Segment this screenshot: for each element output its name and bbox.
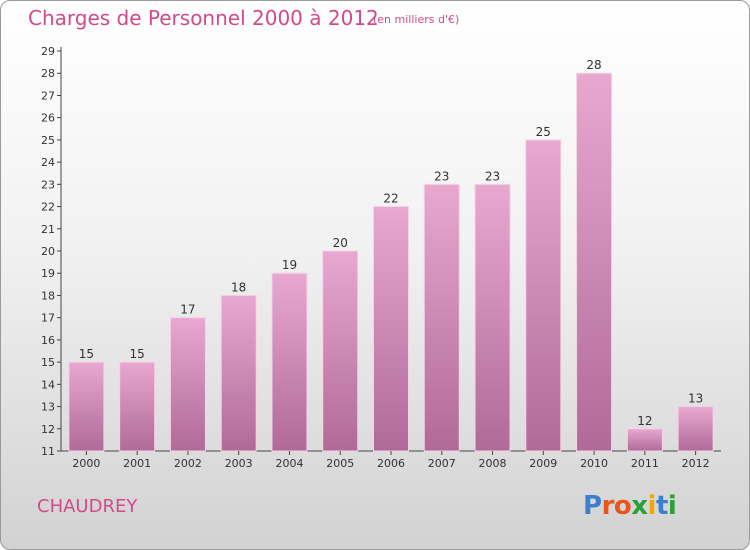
data-label: 23 (434, 169, 449, 183)
y-tick-label: 16 (41, 334, 55, 347)
data-label: 15 (130, 347, 145, 361)
data-label: 18 (231, 280, 246, 294)
logo-letter: o (613, 491, 632, 521)
y-tick-label: 24 (41, 156, 55, 169)
bar (119, 361, 156, 452)
y-tick-label: 26 (41, 112, 55, 125)
x-tick-label: 2001 (123, 457, 151, 470)
bar (271, 272, 308, 452)
x-tick-label: 2012 (682, 457, 710, 470)
logo-letter: i (647, 491, 657, 521)
logo-letter: x (631, 491, 648, 521)
bar (220, 294, 257, 452)
bar (576, 72, 613, 452)
data-label: 22 (383, 192, 398, 206)
bar (322, 250, 359, 452)
y-tick-label: 22 (41, 201, 55, 214)
bar (169, 317, 206, 452)
x-tick-label: 2008 (479, 457, 507, 470)
y-tick-label: 21 (41, 223, 55, 236)
y-tick-label: 29 (41, 45, 55, 58)
bar (423, 183, 460, 452)
x-tick-label: 2007 (428, 457, 456, 470)
x-tick-label: 2005 (326, 457, 354, 470)
logo-letter: P (583, 491, 602, 521)
y-tick-label: 19 (41, 267, 55, 280)
data-label: 15 (79, 347, 94, 361)
y-tick-label: 15 (41, 356, 55, 369)
x-tick-label: 2010 (580, 457, 608, 470)
bar (626, 428, 663, 452)
y-tick-label: 28 (41, 67, 55, 80)
chart-subtitle: (en milliers d'€) (373, 13, 460, 26)
y-tick-label: 23 (41, 178, 55, 191)
logo-letter: t (655, 491, 668, 521)
y-tick-label: 17 (41, 312, 55, 325)
x-tick-label: 2003 (225, 457, 253, 470)
logo-letter: i (667, 491, 677, 521)
y-tick-label: 25 (41, 134, 55, 147)
commune-name: CHAUDREY (37, 496, 138, 517)
bar (373, 206, 409, 452)
data-label: 28 (586, 58, 601, 72)
data-label: 19 (282, 258, 297, 272)
y-tick-label: 18 (41, 289, 55, 302)
x-tick-label: 2006 (377, 457, 405, 470)
data-label: 20 (333, 236, 348, 250)
x-tick-label: 2009 (529, 457, 557, 470)
data-label: 12 (637, 414, 652, 428)
bar (677, 406, 714, 452)
y-tick-label: 12 (41, 423, 55, 436)
y-tick-label: 13 (41, 401, 55, 414)
x-tick-label: 2002 (174, 457, 202, 470)
y-tick-label: 11 (41, 445, 55, 458)
proxiti-logo: Proxiti (583, 491, 677, 521)
y-tick-label: 20 (41, 245, 55, 258)
y-tick-label: 27 (41, 89, 55, 102)
x-tick-label: 2004 (275, 457, 303, 470)
logo-letter: r (601, 491, 615, 521)
data-label: 17 (180, 303, 195, 317)
y-tick-label: 14 (41, 378, 55, 391)
bar (525, 139, 562, 452)
x-tick-label: 2000 (72, 457, 100, 470)
bar (474, 183, 511, 452)
data-label: 23 (485, 169, 500, 183)
bar (68, 361, 105, 452)
data-label: 25 (536, 125, 551, 139)
chart-title: Charges de Personnel 2000 à 2012 (28, 6, 379, 30)
x-tick-label: 2011 (631, 457, 659, 470)
data-label: 13 (688, 392, 703, 406)
